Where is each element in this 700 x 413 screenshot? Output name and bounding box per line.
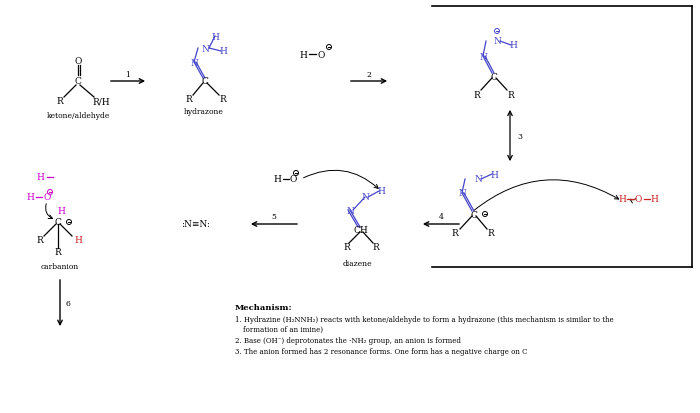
Text: 3: 3 <box>517 133 522 141</box>
Text: R: R <box>55 248 62 257</box>
Text: R: R <box>57 97 64 106</box>
Text: C: C <box>55 218 62 227</box>
Text: R: R <box>344 243 351 252</box>
Text: H: H <box>618 195 626 204</box>
Text: H: H <box>26 193 34 202</box>
Text: R: R <box>372 243 379 252</box>
Text: 4: 4 <box>439 212 443 221</box>
Text: Mechanism:: Mechanism: <box>235 303 293 311</box>
Text: hydrazone: hydrazone <box>184 108 224 116</box>
Text: H: H <box>211 33 219 41</box>
Text: R/H: R/H <box>92 97 110 106</box>
Text: H: H <box>273 175 281 184</box>
Text: N: N <box>493 38 501 46</box>
Text: ketone/aldehyde: ketone/aldehyde <box>46 112 110 120</box>
Text: O: O <box>317 50 325 59</box>
Text: H: H <box>219 47 227 56</box>
Text: 2: 2 <box>367 71 372 79</box>
Text: 1. Hydrazine (H₂NNH₂) reacts with ketone/aldehyde to form a hydrazone (this mech: 1. Hydrazine (H₂NNH₂) reacts with ketone… <box>235 315 614 323</box>
Text: N: N <box>458 189 466 198</box>
Text: C: C <box>470 210 477 219</box>
FancyArrowPatch shape <box>46 204 52 219</box>
Text: 1: 1 <box>125 71 130 79</box>
Text: R: R <box>186 95 192 104</box>
Text: C: C <box>202 77 209 86</box>
Text: 2. Base (OH⁻) deprotonates the -NH₂ group, an anion is formed: 2. Base (OH⁻) deprotonates the -NH₂ grou… <box>235 336 461 344</box>
Text: :N≡N:: :N≡N: <box>181 220 209 229</box>
Text: N: N <box>190 58 198 67</box>
Text: H: H <box>650 195 658 204</box>
Text: O: O <box>289 175 297 184</box>
Text: 5: 5 <box>272 212 276 221</box>
Text: H: H <box>57 206 65 215</box>
Text: R: R <box>220 95 226 104</box>
Text: N: N <box>474 175 482 184</box>
Text: 3. The anion formed has 2 resonance forms. One form has a negative charge on C: 3. The anion formed has 2 resonance form… <box>235 347 527 355</box>
Text: R: R <box>488 229 494 238</box>
Text: N: N <box>479 52 487 62</box>
Text: N: N <box>361 193 369 202</box>
Text: R: R <box>474 90 480 99</box>
FancyArrowPatch shape <box>304 171 378 189</box>
Text: diazene: diazene <box>342 259 372 267</box>
Text: H: H <box>377 187 385 196</box>
Text: N: N <box>201 44 209 53</box>
Text: formation of an imine): formation of an imine) <box>243 325 323 333</box>
Text: O: O <box>74 57 82 66</box>
Text: R: R <box>452 229 458 238</box>
Text: H: H <box>490 170 498 179</box>
Text: CH: CH <box>354 226 368 235</box>
Text: O: O <box>634 195 642 204</box>
Text: O: O <box>43 193 50 202</box>
Text: H: H <box>36 173 44 182</box>
Text: H: H <box>299 50 307 59</box>
Text: R: R <box>508 90 514 99</box>
Text: C: C <box>75 77 81 86</box>
Text: carbanion: carbanion <box>41 262 79 271</box>
Text: C: C <box>491 72 498 81</box>
Text: R: R <box>36 236 43 245</box>
Text: 6: 6 <box>66 299 71 307</box>
FancyArrowPatch shape <box>474 180 619 211</box>
Text: H: H <box>509 41 517 50</box>
FancyArrowPatch shape <box>630 199 636 204</box>
Text: N: N <box>346 206 354 215</box>
Text: H: H <box>74 236 82 245</box>
